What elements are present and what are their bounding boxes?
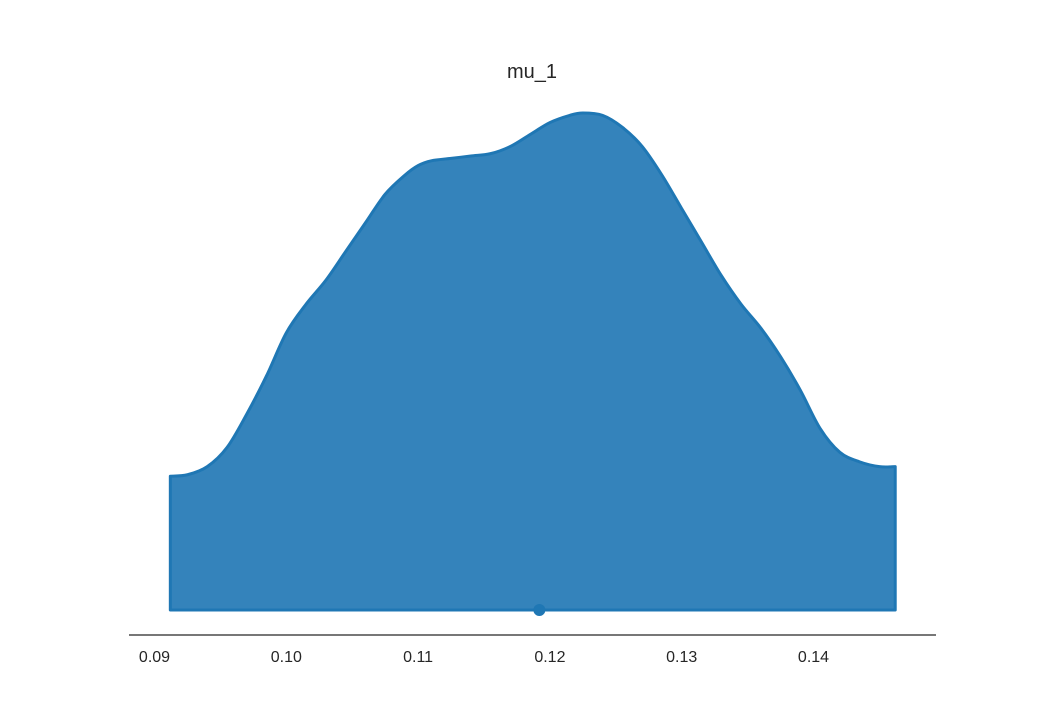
density-area-layer xyxy=(168,111,897,612)
chart-title: mu_1 xyxy=(507,61,557,83)
point-estimate-layer xyxy=(533,604,546,616)
x-axis-tick-labels: 0.09 0.10 0.11 0.12 0.13 0.14 xyxy=(139,649,829,666)
x-tick-label: 0.12 xyxy=(534,649,565,666)
point-estimate-marker xyxy=(533,604,546,616)
x-tick-label: 0.10 xyxy=(271,649,302,666)
x-tick-label: 0.11 xyxy=(403,649,433,666)
x-tick-label: 0.09 xyxy=(139,649,170,666)
density-area xyxy=(168,111,897,612)
x-tick-label: 0.14 xyxy=(798,649,829,666)
x-tick-label: 0.13 xyxy=(666,649,697,666)
